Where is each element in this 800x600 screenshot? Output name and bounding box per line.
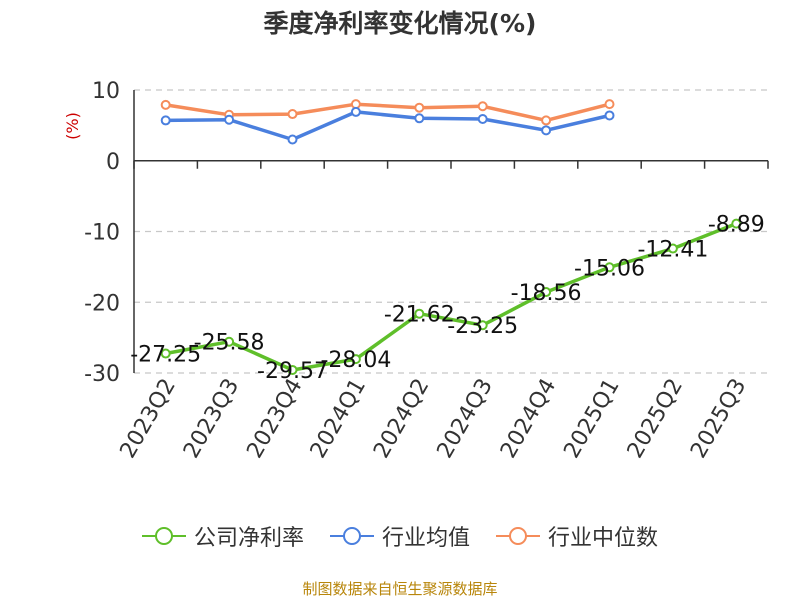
legend-label: 行业中位数 [548,526,659,551]
x-tick-label: 2024Q3 [433,375,498,463]
legend-item: 行业中位数 [496,520,658,552]
data-point [287,364,298,375]
source-note: 制图数据来自恒生聚源数据库 [302,580,498,598]
data-point [541,125,552,136]
y-tick-label: -20 [84,291,120,316]
data-point [160,115,171,126]
data-label: -18.56 [511,281,582,306]
data-point [477,101,488,112]
series-layer [160,99,742,375]
data-label: -12.41 [637,238,708,263]
data-point [667,243,678,254]
chart-title: 季度净利率变化情况(%) [263,9,537,38]
data-point [350,106,361,117]
data-point [160,348,171,359]
data-label: -27.25 [130,343,201,368]
legend-line-circle-icon [141,527,186,545]
x-tick-label: 2025Q3 [686,375,751,463]
legend: 公司净利率 行业均值 行业中位数 [0,518,800,554]
y-axis-unit-label: (%) [63,112,82,140]
series-line-1 [165,110,610,142]
data-point [604,262,615,273]
series-line-0 [165,221,737,372]
data-labels: -27.25-25.58 -29.57-28.04 -21.62-23.25 -18.… [130,213,765,384]
data-point [477,114,488,125]
data-label: -23.25 [447,314,518,339]
data-label: -29.57 [257,359,328,384]
data-label: -8.89 [708,213,765,238]
data-label: -15.06 [574,256,645,281]
data-point [224,114,235,125]
data-point [604,110,615,121]
data-point [287,134,298,145]
data-point [160,99,171,110]
series-line-2 [165,102,610,123]
line-chart: 100-10-20-302023Q22023Q32023Q42024Q12024… [63,79,769,463]
legend-label: 行业均值 [381,526,470,551]
axes: 100-10-20-302023Q22023Q32023Q42024Q12024… [84,79,769,463]
x-tick-label: 2023Q3 [179,375,244,463]
data-point [604,99,615,110]
x-tick-label: 2025Q1 [559,375,624,463]
data-label: -25.58 [194,331,265,356]
data-point [414,102,425,113]
data-point [350,354,361,365]
legend-line-circle-icon [329,527,374,545]
legend-line-circle-icon [496,527,540,545]
x-tick-label: 2025Q2 [623,375,688,463]
data-point [541,287,552,298]
data-point [477,320,488,331]
data-point [731,218,742,229]
data-label: -28.04 [320,348,391,373]
data-point [287,109,298,120]
y-tick-label: 0 [106,150,120,175]
x-tick-label: 2023Q2 [116,375,181,463]
legend-label: 公司净利率 [193,526,304,551]
legend-item: 公司净利率 [141,520,304,552]
x-tick-label: 2024Q1 [306,375,371,463]
data-point [414,308,425,319]
data-point [541,115,552,126]
data-point [414,113,425,124]
data-label: -21.62 [384,303,455,328]
y-tick-label: 10 [92,79,120,104]
x-tick-label: 2023Q4 [242,375,307,463]
x-tick-label: 2024Q4 [496,375,561,463]
legend-item: 行业均值 [329,520,470,552]
y-tick-label: -30 [84,362,120,387]
grid-lines [134,89,768,374]
x-tick-label: 2024Q2 [369,375,434,463]
data-point [224,336,235,347]
y-tick-label: -10 [84,221,120,246]
